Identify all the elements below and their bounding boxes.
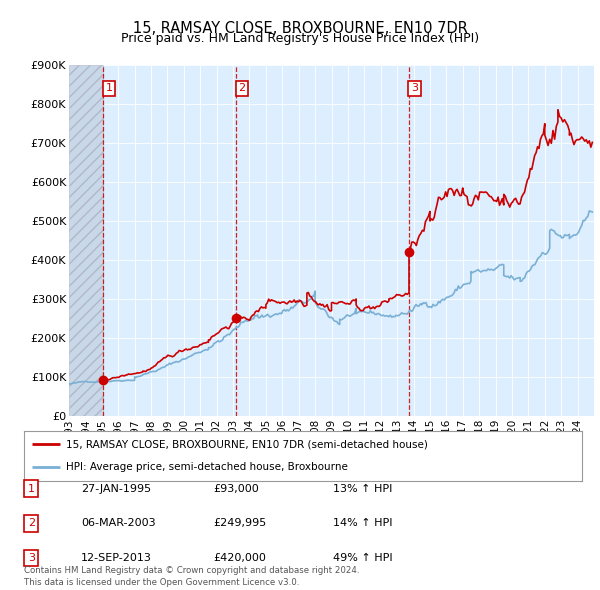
Text: 13% ↑ HPI: 13% ↑ HPI (333, 484, 392, 493)
Text: 12-SEP-2013: 12-SEP-2013 (81, 553, 152, 563)
Text: 3: 3 (411, 83, 418, 93)
Text: £93,000: £93,000 (213, 484, 259, 493)
Text: 1: 1 (106, 83, 112, 93)
Text: 15, RAMSAY CLOSE, BROXBOURNE, EN10 7DR (semi-detached house): 15, RAMSAY CLOSE, BROXBOURNE, EN10 7DR (… (66, 439, 428, 449)
Text: Contains HM Land Registry data © Crown copyright and database right 2024.
This d: Contains HM Land Registry data © Crown c… (24, 566, 359, 587)
Text: 06-MAR-2003: 06-MAR-2003 (81, 519, 155, 528)
Text: £249,995: £249,995 (213, 519, 266, 528)
Text: 2: 2 (28, 519, 35, 528)
Text: 14% ↑ HPI: 14% ↑ HPI (333, 519, 392, 528)
Text: Price paid vs. HM Land Registry's House Price Index (HPI): Price paid vs. HM Land Registry's House … (121, 32, 479, 45)
Text: 3: 3 (28, 553, 35, 563)
Text: 49% ↑ HPI: 49% ↑ HPI (333, 553, 392, 563)
Text: 15, RAMSAY CLOSE, BROXBOURNE, EN10 7DR: 15, RAMSAY CLOSE, BROXBOURNE, EN10 7DR (133, 21, 467, 35)
Text: £420,000: £420,000 (213, 553, 266, 563)
Text: 1: 1 (28, 484, 35, 493)
Bar (69, 65, 103, 416)
Text: 2: 2 (238, 83, 245, 93)
Text: HPI: Average price, semi-detached house, Broxbourne: HPI: Average price, semi-detached house,… (66, 463, 348, 473)
Text: 27-JAN-1995: 27-JAN-1995 (81, 484, 151, 493)
